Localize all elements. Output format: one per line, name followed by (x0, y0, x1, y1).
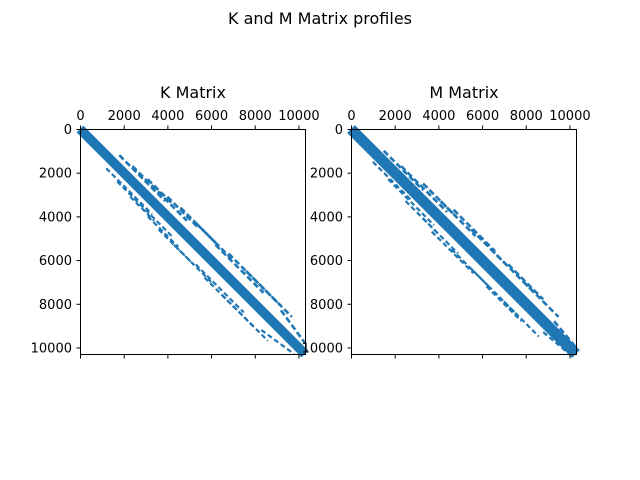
k-matrix-title: K Matrix (160, 83, 226, 102)
m-matrix-offdiag-mirror-7 (485, 285, 523, 323)
k-matrix-offdiag-mirror-1 (116, 180, 173, 237)
k-matrix-offdiag-segment-8 (245, 270, 293, 318)
m-matrix-y-ticks: 0 2000 4000 6000 8000 10000 (302, 123, 352, 356)
k-matrix-offdiag-segment-1 (131, 165, 188, 222)
k-matrix-offdiag-segment-0 (118, 154, 167, 203)
m-matrix-offdiag-mirror-9 (542, 331, 571, 355)
k-matrix-y-tick-label: 0 (64, 123, 72, 138)
k-matrix-offdiag-mirror-6 (194, 263, 245, 314)
k-matrix-offdiag-segment-2 (146, 178, 173, 205)
m-matrix-offdiag-segment-7 (507, 263, 545, 301)
m-matrix-y-tick-label: 0 (335, 123, 343, 138)
m-matrix-frame (351, 129, 577, 355)
m-matrix-diagonal-core (349, 127, 578, 356)
m-matrix-offdiag-segment-1 (400, 165, 449, 213)
k-matrix-x-tick-label: 6000 (195, 109, 228, 124)
k-matrix-x-tick-label: 4000 (151, 109, 184, 124)
m-matrix-x-tick-label: 6000 (466, 109, 499, 124)
k-matrix-offdiag-mirror-5 (173, 243, 212, 283)
k-matrix-x-tick-label: 10000 (278, 109, 319, 124)
m-matrix-offdiag-mirror-6 (470, 268, 516, 314)
k-matrix-x-ticks: 0 2000 4000 6000 8000 10000 (76, 109, 320, 359)
k-matrix-offdiag-segment-7 (227, 252, 280, 305)
k-matrix-x-tick-label: 8000 (239, 109, 272, 124)
k-matrix-offdiag-mirror-3 (146, 215, 180, 248)
m-matrix-offdiag-mirror-0 (372, 160, 413, 202)
m-matrix-x-tick-label: 4000 (422, 109, 455, 124)
k-matrix-y-ticks: 0 2000 4000 6000 8000 10000 (31, 123, 81, 356)
m-matrix-offdiag-segment-4 (452, 208, 497, 253)
m-matrix-title: M Matrix (429, 83, 498, 102)
m-matrix-offdiag-segment-0 (382, 149, 425, 192)
k-matrix-offdiag-mirror-8 (221, 294, 269, 342)
m-matrix-offdiag-segment-6 (489, 248, 536, 294)
m-matrix-offdiag-segment-3 (439, 200, 477, 237)
m-matrix-pattern (347, 125, 580, 358)
k-matrix-y-tick-label: 2000 (39, 167, 72, 182)
k-matrix-offdiag-mirror-0 (105, 167, 153, 215)
k-matrix-y-tick-label: 4000 (39, 210, 72, 225)
k-matrix-pattern (76, 125, 309, 358)
k-matrix-y-tick-label: 6000 (39, 254, 72, 269)
m-matrix-offdiag-mirror-3 (422, 217, 459, 255)
m-matrix-axes: M Matrix 0 2000 4000 6000 8000 10000 0 2000 400… (302, 83, 591, 359)
k-matrix-x-tick-label: 2000 (108, 109, 141, 124)
m-matrix-x-tick-label: 8000 (510, 109, 543, 124)
m-matrix-x-tick-label: 2000 (379, 109, 412, 124)
m-matrix-offdiag-segment-9 (553, 320, 577, 349)
k-matrix-offdiag-segment-9 (279, 309, 307, 344)
k-matrix-y-tick-label: 8000 (39, 298, 72, 313)
m-matrix-offdiag-segment-8 (522, 280, 560, 318)
m-matrix-y-tick-label: 2000 (310, 167, 343, 182)
k-matrix-y-tick-label: 10000 (31, 341, 72, 356)
k-matrix-frame (80, 129, 306, 355)
m-matrix-offdiag-mirror-1 (387, 178, 435, 226)
k-matrix-offdiag-mirror-2 (129, 195, 156, 222)
m-matrix-y-tick-label: 8000 (310, 298, 343, 313)
m-matrix-y-tick-label: 6000 (310, 254, 343, 269)
m-matrix-offdiag-mirror-8 (503, 300, 540, 338)
m-matrix-offdiag-mirror-5 (450, 248, 490, 288)
k-matrix-offdiag-segment-6 (214, 243, 265, 294)
k-matrix-x-tick-label: 0 (76, 109, 84, 124)
m-matrix-offdiag-mirror-4 (431, 230, 475, 274)
m-matrix-y-tick-label: 4000 (310, 210, 343, 225)
k-matrix-offdiag-segment-3 (166, 195, 199, 229)
m-matrix-x-tick-label: 0 (347, 109, 355, 124)
k-matrix-diagonal-core (78, 127, 307, 356)
m-matrix-x-tick-label: 10000 (549, 109, 590, 124)
k-matrix-axes: K Matrix 0 2000 4000 6000 8000 10000 0 2000 400… (31, 83, 320, 359)
figure-suptitle: K and M Matrix profiles (228, 9, 412, 28)
m-matrix-y-tick-label: 10000 (302, 341, 343, 356)
m-matrix-x-ticks: 0 2000 4000 6000 8000 10000 (347, 109, 591, 359)
k-matrix-offdiag-mirror-9 (260, 329, 295, 355)
